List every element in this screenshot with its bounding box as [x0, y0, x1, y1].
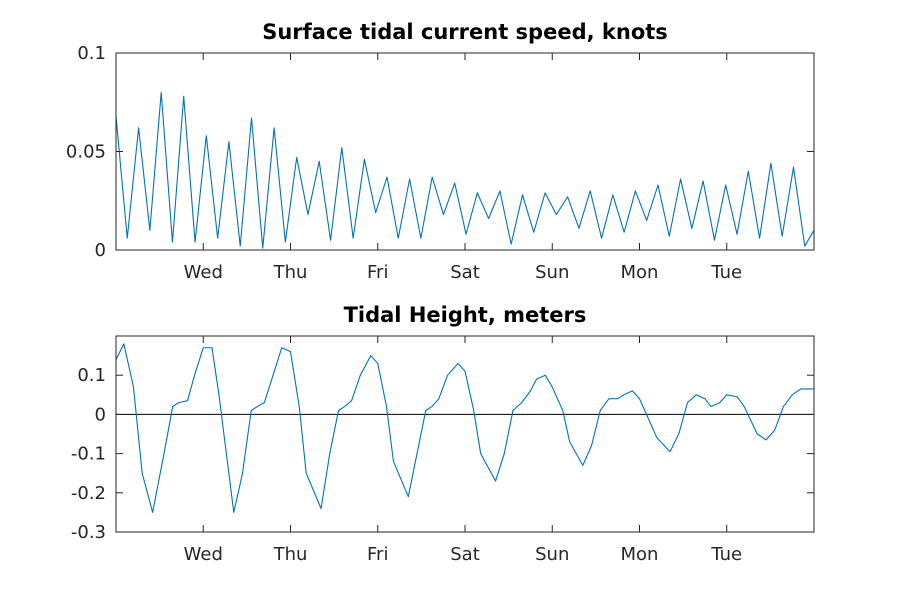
current-speed-x-tick-label: Sun [535, 262, 569, 283]
tidal-height-x-tick-label: Wed [184, 544, 223, 565]
current-speed-x-tick-label: Fri [367, 262, 388, 283]
current-speed-x-tick-label: Sat [450, 262, 480, 283]
current-speed-axes-border [115, 52, 815, 251]
tidal-height-y-tick-label: -0.1 [71, 444, 106, 465]
tidal-height-x-tick-label: Sun [535, 544, 569, 565]
tidal-height-y-tick-label: -0.3 [71, 522, 106, 543]
tidal-height-y-tick-label: 0 [95, 404, 106, 425]
current-speed-x-tick-label: Mon [621, 262, 659, 283]
current-speed-y-tick-label: 0.1 [77, 43, 106, 64]
tidal-height-axes-frame [115, 335, 815, 533]
current-speed-title: Surface tidal current speed, knots [262, 20, 668, 44]
tidal-height-title: Tidal Height, meters [344, 303, 587, 327]
current-speed-y-tick-label: 0.05 [66, 142, 106, 163]
tidal-height-axes-border [115, 335, 815, 533]
current-speed-series-line [115, 91, 815, 249]
current-speed-x-tick-label: Tue [710, 262, 742, 283]
current-speed-panel: Surface tidal current speed, knots Wed Th… [66, 20, 815, 283]
tidal-height-y-tick-label: -0.2 [71, 483, 106, 504]
tidal-height-x-tick-label: Fri [367, 544, 388, 565]
current-speed-x-tick-label: Wed [184, 262, 223, 283]
current-speed-y-tick-label: 0 [95, 240, 106, 261]
tidal-height-panel: Tidal Height, meters Wed Thu Fri Sat Sun Mon T… [71, 303, 815, 565]
tidal-height-x-tick-label: Tue [710, 544, 742, 565]
current-speed-x-tick-label: Thu [273, 262, 308, 283]
current-speed-axes-frame [115, 52, 815, 251]
tidal-height-x-tick-label: Mon [621, 544, 659, 565]
tidal-height-series-line [115, 343, 814, 513]
tidal-height-x-tick-label: Thu [273, 544, 308, 565]
tidal-height-x-tick-label: Sat [450, 544, 480, 565]
tidal-height-y-tick-label: 0.1 [77, 365, 106, 386]
